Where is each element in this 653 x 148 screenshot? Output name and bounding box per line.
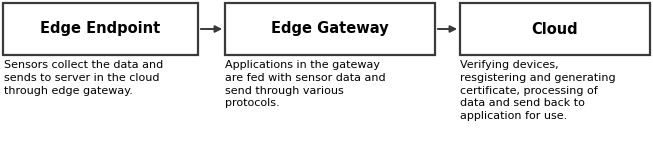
Bar — [460, 3, 650, 55]
Text: Sensors collect the data and
sends to server in the cloud
through edge gateway.: Sensors collect the data and sends to se… — [4, 60, 163, 96]
Text: Applications in the gateway
are fed with sensor data and
send through various
pr: Applications in the gateway are fed with… — [225, 60, 386, 108]
Text: Edge Endpoint: Edge Endpoint — [40, 21, 161, 37]
Text: Verifying devices,
resgistering and generating
certificate, processing of
data a: Verifying devices, resgistering and gene… — [460, 60, 616, 121]
Text: Edge Gateway: Edge Gateway — [271, 21, 389, 37]
Bar — [225, 3, 435, 55]
Bar — [3, 3, 198, 55]
Text: Cloud: Cloud — [532, 21, 579, 37]
